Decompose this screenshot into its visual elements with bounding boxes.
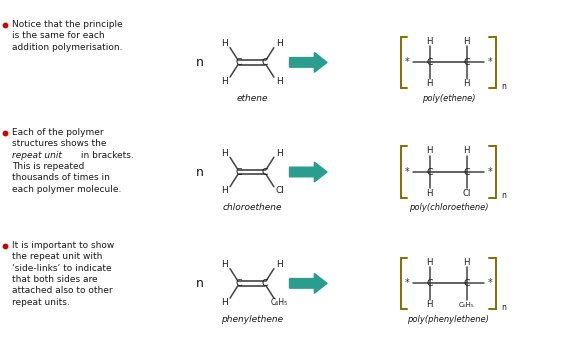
Text: that both sides are: that both sides are (12, 275, 98, 284)
Text: H: H (464, 36, 470, 46)
Text: H: H (427, 36, 433, 46)
Text: H: H (221, 298, 228, 307)
Text: H: H (221, 186, 228, 195)
Text: repeat unit: repeat unit (12, 151, 62, 160)
Text: n: n (196, 165, 204, 179)
Text: poly(phenylethene): poly(phenylethene) (408, 315, 489, 324)
Text: Each of the polymer: Each of the polymer (12, 128, 104, 137)
Text: n: n (196, 277, 204, 290)
Text: C: C (427, 279, 433, 288)
Text: attached also to other: attached also to other (12, 287, 113, 295)
Text: H: H (464, 258, 470, 267)
Text: n: n (501, 192, 505, 201)
Text: Cl: Cl (275, 186, 284, 195)
Text: ‘side-links’ to indicate: ‘side-links’ to indicate (12, 264, 112, 273)
Text: *: * (404, 278, 409, 288)
Text: *: * (404, 167, 409, 177)
Text: each polymer molecule.: each polymer molecule. (12, 185, 122, 194)
Text: *: * (488, 167, 492, 177)
Text: It is important to show: It is important to show (12, 241, 115, 250)
Text: H: H (276, 39, 283, 48)
Text: H: H (276, 260, 283, 269)
Text: H: H (427, 146, 433, 155)
FancyArrow shape (290, 52, 327, 72)
Text: H: H (221, 77, 228, 86)
Text: n: n (501, 82, 505, 91)
Text: H: H (221, 149, 228, 158)
Text: C: C (236, 58, 243, 67)
Text: Cl: Cl (463, 189, 471, 198)
Text: C: C (464, 168, 470, 176)
Text: H: H (427, 79, 433, 88)
Text: H: H (427, 258, 433, 267)
Text: n: n (501, 303, 505, 312)
Text: C: C (261, 168, 268, 176)
Text: *: * (404, 57, 409, 67)
Text: poly(chloroethene): poly(chloroethene) (409, 203, 488, 213)
Text: is the same for each: is the same for each (12, 32, 105, 41)
Text: C₆H₅: C₆H₅ (271, 298, 288, 307)
Text: H: H (276, 77, 283, 86)
Text: C: C (427, 58, 433, 67)
Text: Notice that the principle: Notice that the principle (12, 20, 123, 29)
Text: phenylethene: phenylethene (221, 315, 283, 324)
Text: chloroethene: chloroethene (222, 203, 282, 213)
Text: C₆H₅: C₆H₅ (459, 302, 475, 308)
Text: H: H (427, 300, 433, 309)
Text: C: C (427, 168, 433, 176)
Text: ethene: ethene (236, 94, 267, 103)
Text: H: H (221, 260, 228, 269)
Text: C: C (236, 279, 243, 288)
Text: poly(ethene): poly(ethene) (422, 94, 475, 103)
Text: repeat units.: repeat units. (12, 298, 70, 307)
Text: H: H (221, 39, 228, 48)
Text: H: H (464, 79, 470, 88)
Text: n: n (196, 56, 204, 69)
Text: H: H (464, 146, 470, 155)
Text: *: * (488, 278, 492, 288)
Text: thousands of times in: thousands of times in (12, 173, 110, 182)
Text: C: C (464, 279, 470, 288)
Text: This is repeated: This is repeated (12, 162, 85, 171)
Text: in brackets.: in brackets. (78, 151, 133, 160)
Text: the repeat unit with: the repeat unit with (12, 252, 102, 261)
Text: structures shows the: structures shows the (12, 139, 107, 148)
Text: C: C (261, 279, 268, 288)
Text: C: C (236, 168, 243, 176)
FancyArrow shape (290, 273, 327, 293)
Text: H: H (276, 149, 283, 158)
Text: C: C (261, 58, 268, 67)
Text: *: * (488, 57, 492, 67)
Text: C: C (464, 58, 470, 67)
Text: H: H (427, 189, 433, 198)
FancyArrow shape (290, 162, 327, 182)
Text: addition polymerisation.: addition polymerisation. (12, 43, 123, 52)
